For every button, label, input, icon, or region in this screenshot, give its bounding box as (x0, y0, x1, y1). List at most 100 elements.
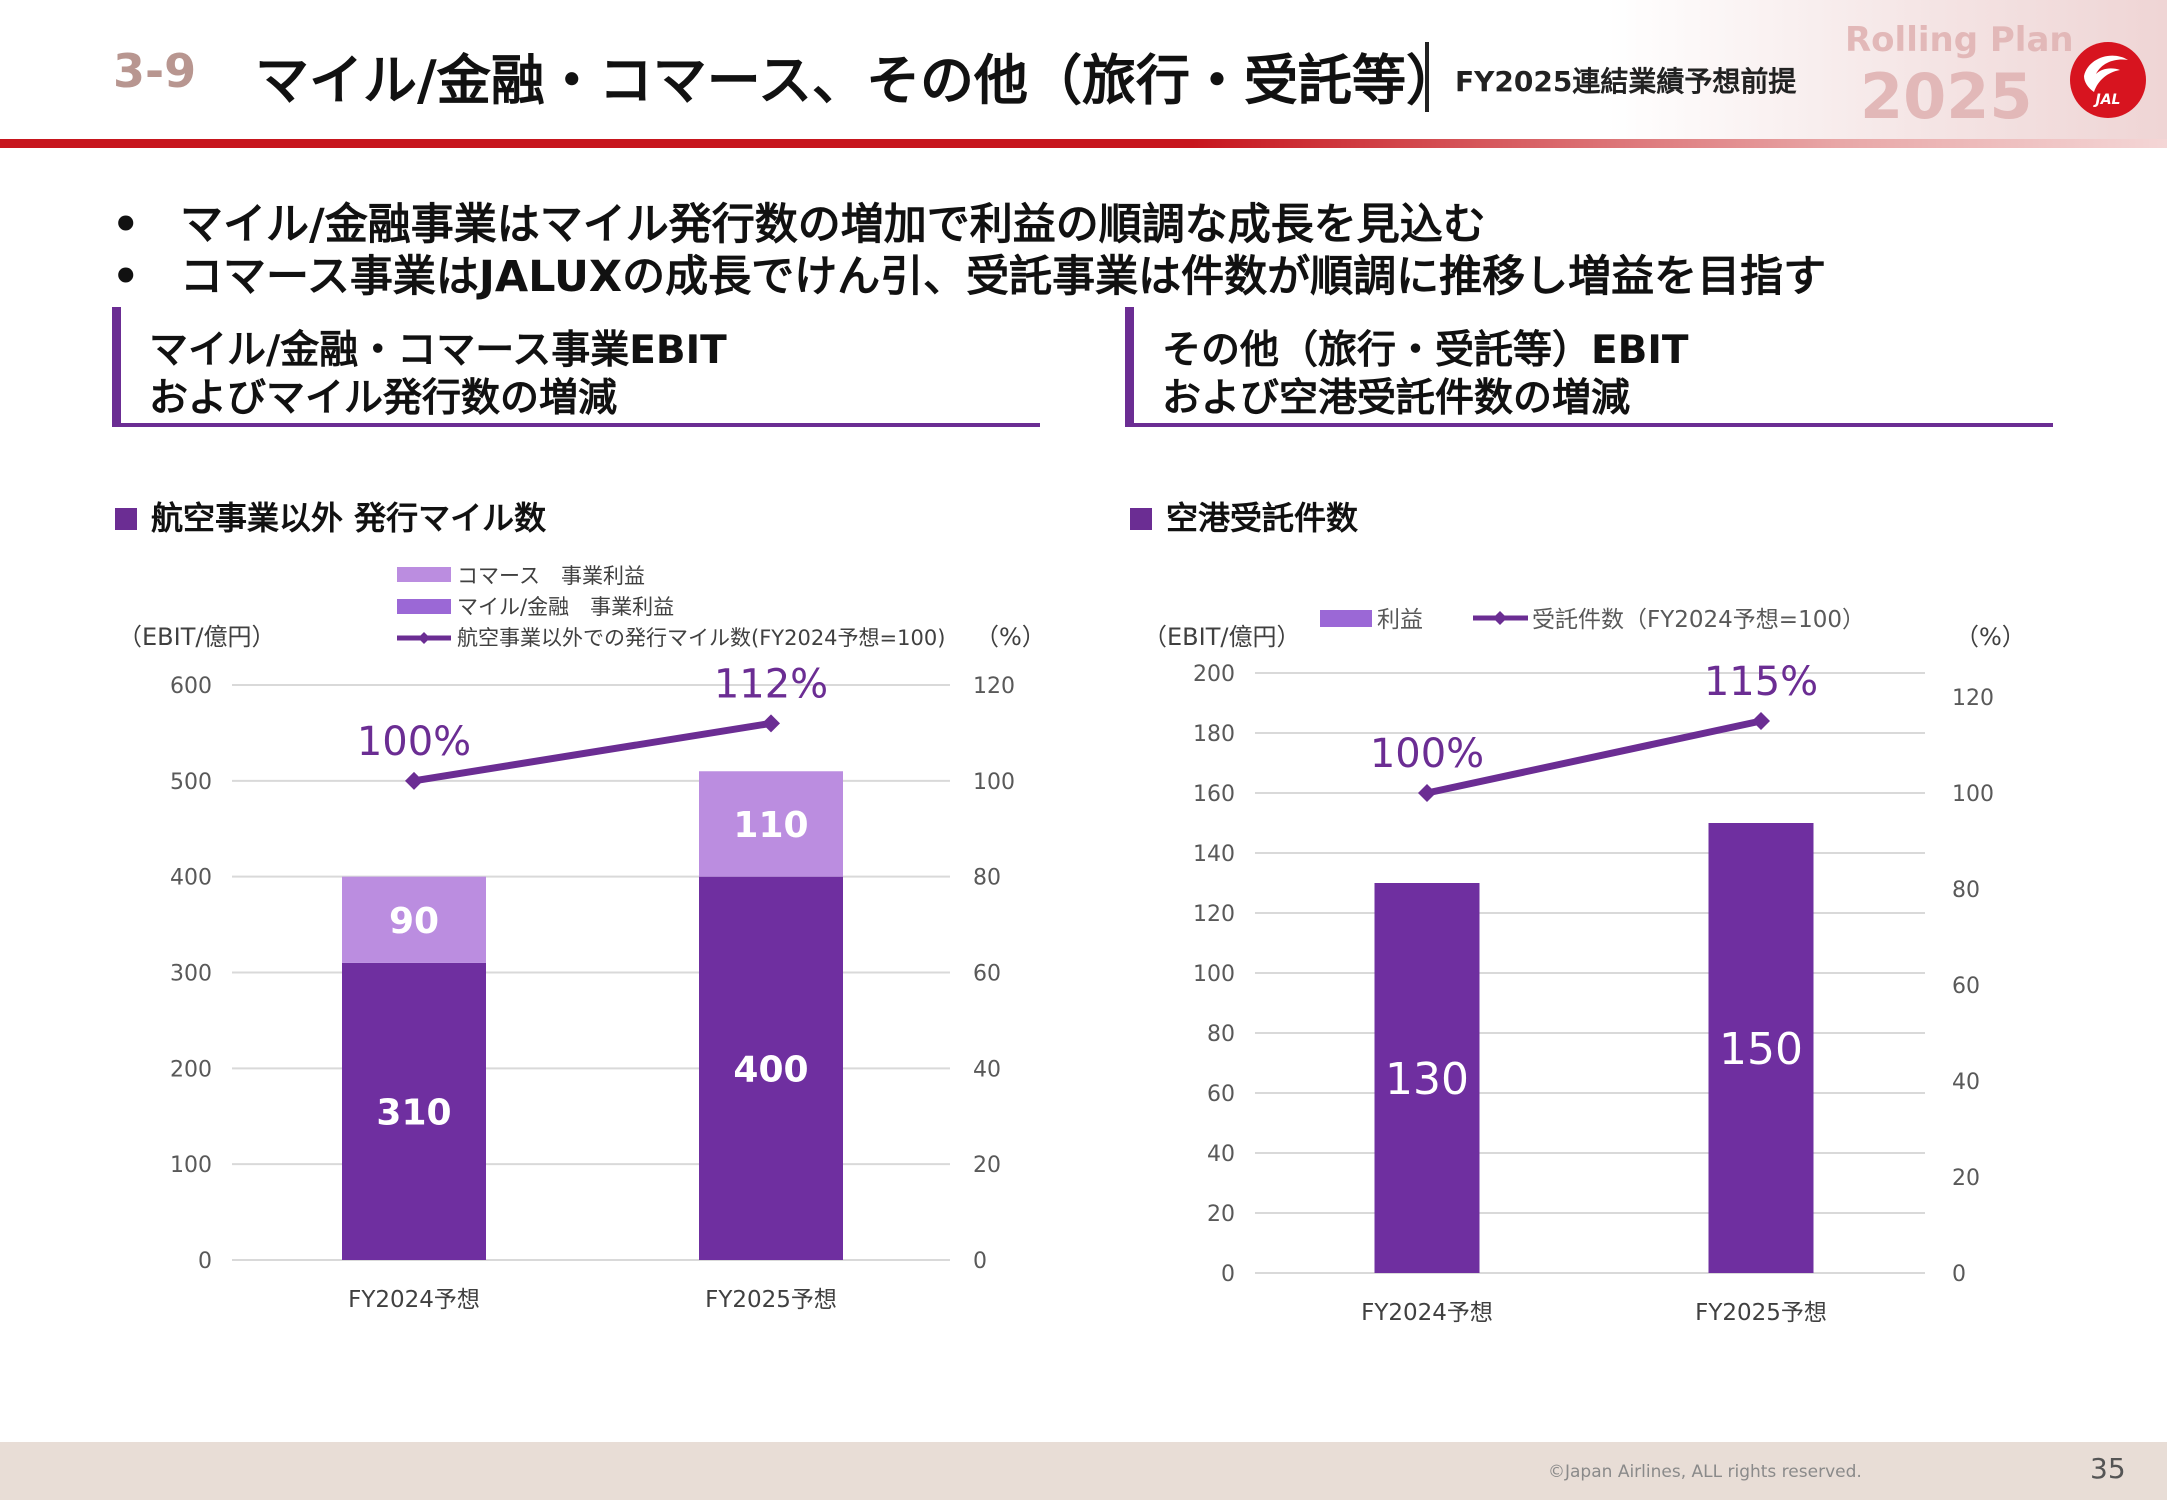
left-line-value-label: 100% (357, 719, 471, 765)
right-panel-heading: その他（旅行・受託等）EBIT および空港受託件数の増減 (1125, 307, 2053, 427)
left-chart-label: 航空事業以外 発行マイル数 (115, 493, 546, 539)
left-line-value-label: 112% (714, 661, 828, 707)
right-legend-line-marker (1493, 611, 1507, 625)
left-legend-swatch-mile (397, 599, 451, 614)
right-x-tick-label: FY2025予想 (1695, 1300, 1827, 1326)
right-y-tick-right: 0 (1952, 1262, 1966, 1287)
slide-header: 3-9 マイル/金融・コマース、その他（旅行・受託等） FY2025連結業績予想… (0, 0, 2167, 150)
right-y-tick-left: 160 (1193, 782, 1235, 807)
page-title: マイル/金融・コマース、その他（旅行・受託等） (255, 49, 1461, 112)
right-y-tick-left: 80 (1207, 1022, 1235, 1047)
copyright: ©Japan Airlines, ALL rights reserved. (1548, 1462, 1862, 1482)
right-bar-value-label: 130 (1385, 1054, 1469, 1105)
jal-logo-icon: JAL (2070, 42, 2146, 118)
left-y-tick-right: 40 (973, 1057, 1001, 1082)
left-y-tick-left: 200 (170, 1057, 212, 1082)
bullet-text: マイル/金融事業はマイル発行数の増加で利益の順調な成長を見込む (180, 200, 1486, 250)
logo-text: JAL (2093, 92, 2121, 108)
right-y-label-left: （EBIT/億円） (1143, 623, 1300, 651)
left-legend-swatch-commerce (397, 567, 451, 582)
left-y-tick-right: 100 (973, 770, 1015, 795)
left-y-tick-right: 80 (973, 866, 1001, 891)
left-y-tick-left: 600 (170, 674, 212, 699)
right-line-marker (1418, 784, 1436, 802)
left-bar (699, 771, 843, 877)
left-legend-mile: マイル/金融 事業利益 (457, 595, 674, 619)
right-y-tick-left: 100 (1193, 962, 1235, 987)
right-line-value-label: 115% (1704, 659, 1818, 705)
left-bar (342, 876, 486, 963)
left-y-label-left: （EBIT/億円） (118, 623, 275, 651)
right-bar (1374, 883, 1480, 1273)
right-heading-line2: および空港受託件数の増減 (1162, 376, 1631, 421)
left-bar (699, 876, 843, 1260)
left-legend-line: 航空事業以外での発行マイル数(FY2024予想=100) (457, 626, 945, 650)
left-y-tick-left: 300 (170, 962, 212, 987)
right-y-tick-left: 140 (1193, 842, 1235, 867)
right-y-tick-right: 100 (1952, 782, 1994, 807)
right-y-tick-right: 20 (1952, 1166, 1980, 1191)
left-y-tick-left: 500 (170, 770, 212, 795)
left-panel-heading: マイル/金融・コマース事業EBIT およびマイル発行数の増減 (112, 307, 1040, 427)
left-legend-commerce: コマース 事業利益 (457, 564, 645, 588)
bullet-marker: • (112, 200, 140, 250)
right-chart-label-text: 空港受託件数 (1166, 499, 1359, 537)
left-legend-line-marker (418, 632, 430, 644)
label-square (1130, 508, 1152, 530)
left-line-marker (762, 714, 780, 733)
right-heading-line1: その他（旅行・受託等）EBIT (1162, 328, 1689, 373)
right-legend-line: 受託件数（FY2024予想=100） (1532, 607, 1865, 633)
left-x-tick-label: FY2025予想 (705, 1287, 837, 1313)
rolling-plan-year: 2025 (1860, 60, 2033, 133)
right-y-tick-left: 40 (1207, 1142, 1235, 1167)
left-y-tick-right: 60 (973, 962, 1001, 987)
left-heading-line1: マイル/金融・コマース事業EBIT (149, 328, 727, 373)
right-legend-profit: 利益 (1377, 607, 1423, 633)
right-bar-value-label: 150 (1719, 1024, 1803, 1075)
page-subtitle: FY2025連結業績予想前提 (1455, 65, 1797, 98)
right-y-tick-right: 120 (1952, 686, 1994, 711)
right-legend-swatch-profit (1320, 610, 1372, 627)
right-bar (1708, 823, 1814, 1273)
right-line-marker (1752, 712, 1770, 730)
left-bar-value-label: 90 (389, 901, 439, 942)
bullet-item: • マイル/金融事業はマイル発行数の増加で利益の順調な成長を見込む (112, 190, 1486, 252)
left-y-tick-right: 0 (973, 1249, 987, 1274)
right-y-tick-right: 60 (1952, 974, 1980, 999)
left-y-tick-right: 20 (973, 1153, 1001, 1178)
left-heading-line2: およびマイル発行数の増減 (149, 376, 618, 421)
right-y-tick-left: 180 (1193, 722, 1235, 747)
title-divider (1425, 42, 1429, 112)
bullet-item: • コマース事業はJALUXの成長でけん引、受託事業は件数が順調に推移し増益を目指… (112, 242, 1826, 304)
bullet-marker: • (112, 252, 140, 302)
right-line-series (1426, 717, 1762, 797)
right-y-tick-left: 20 (1207, 1202, 1235, 1227)
right-y-tick-left: 60 (1207, 1082, 1235, 1107)
left-bar-value-label: 310 (376, 1092, 451, 1133)
right-x-tick-label: FY2024予想 (1361, 1300, 1493, 1326)
left-bar (342, 962, 486, 1260)
left-y-label-right: （%） (975, 623, 1046, 651)
left-line-series (413, 719, 772, 785)
left-y-tick-left: 400 (170, 866, 212, 891)
left-line-marker (405, 771, 423, 790)
left-x-tick-label: FY2024予想 (348, 1287, 480, 1313)
right-y-tick-left: 200 (1193, 662, 1235, 687)
right-y-tick-left: 0 (1221, 1262, 1235, 1287)
section-number: 3-9 (113, 44, 197, 98)
header-rule (0, 139, 2167, 148)
rolling-plan-label: Rolling Plan (1845, 20, 2074, 60)
left-y-tick-left: 0 (198, 1249, 212, 1274)
right-y-tick-left: 120 (1193, 902, 1235, 927)
left-bar-value-label: 110 (733, 805, 808, 846)
right-y-tick-right: 40 (1952, 1070, 1980, 1095)
right-y-label-right: （%） (1955, 623, 2026, 651)
left-bar-value-label: 400 (733, 1049, 808, 1090)
right-line-value-label: 100% (1370, 731, 1484, 777)
left-chart-label-text: 航空事業以外 発行マイル数 (151, 499, 547, 537)
bullet-text: コマース事業はJALUXの成長でけん引、受託事業は件数が順調に推移し増益を目指す (180, 252, 1827, 302)
right-y-tick-right: 80 (1952, 878, 1980, 903)
right-chart-label: 空港受託件数 (1130, 493, 1358, 539)
